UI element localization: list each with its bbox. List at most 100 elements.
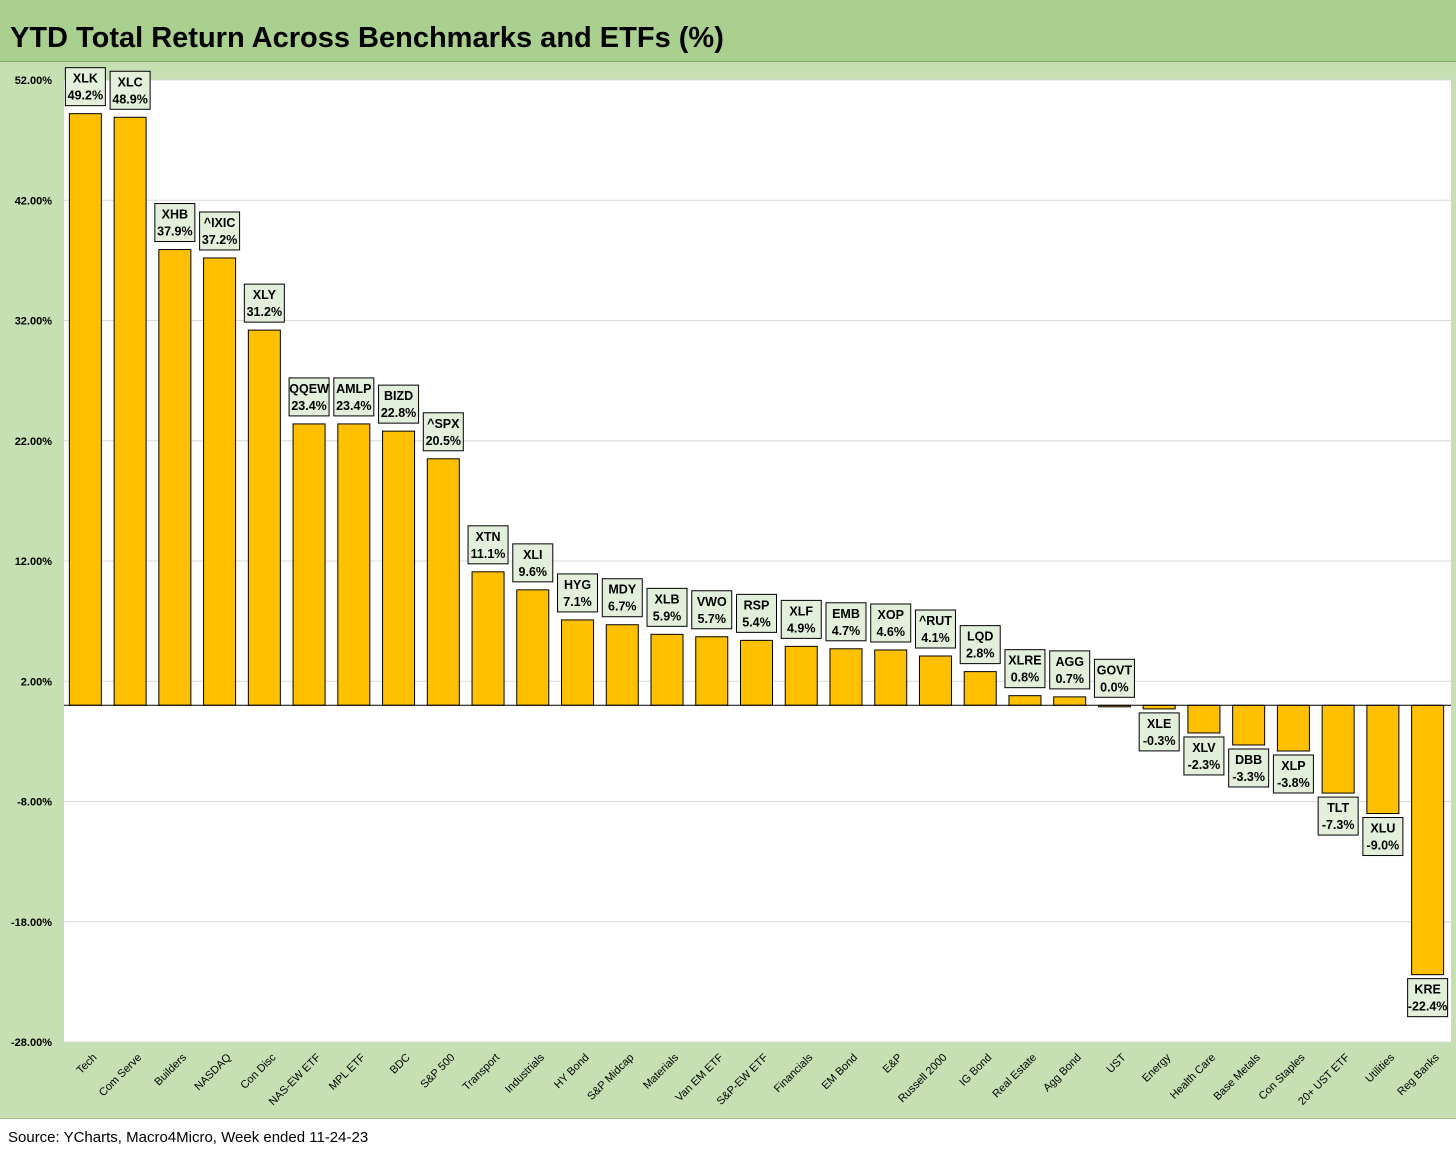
data-label-box <box>512 543 554 583</box>
data-label-ticker: DBB <box>1235 753 1262 767</box>
data-label: XHB 37.9% <box>154 203 196 243</box>
x-tick-label: Agg Bond <box>1041 1052 1084 1095</box>
data-label-box <box>467 525 509 565</box>
bar <box>337 423 371 706</box>
data-label: TLT -7.3% <box>1317 796 1359 836</box>
y-tick-label: 32.00% <box>15 316 53 328</box>
data-label: QQEW 23.4% <box>288 377 330 417</box>
x-tick-label: Con Disc <box>238 1051 278 1091</box>
x-tick-label: EM Bond <box>820 1052 860 1092</box>
data-label-box <box>870 603 912 643</box>
x-tick-label: E&P <box>881 1052 905 1076</box>
data-label-ticker: AMLP <box>336 382 371 396</box>
y-tick-label: 12.00% <box>15 556 53 568</box>
bar <box>292 423 326 706</box>
data-label-value: 11.1% <box>471 547 506 561</box>
x-tick-label: Com Serve <box>97 1052 144 1099</box>
data-label-ticker: XLV <box>1192 741 1216 755</box>
data-label-value: 5.4% <box>742 615 771 629</box>
data-label: KRE -22.4% <box>1407 978 1449 1018</box>
data-label-ticker: QQEW <box>289 382 329 396</box>
data-label: XLE -0.3% <box>1138 712 1180 752</box>
data-label-ticker: XLY <box>253 288 277 302</box>
x-tick-label: BDC <box>388 1052 413 1077</box>
data-labels: XLK 49.2% XLC 48.9% XHB 37.9% ^IXIC 37.2% XLY 31.… <box>64 67 1449 1018</box>
x-tick-label: Reg Banks <box>1395 1051 1442 1098</box>
data-label-box <box>64 67 106 107</box>
data-label-box <box>1049 650 1091 690</box>
bar <box>695 636 729 706</box>
data-label-ticker: TLT <box>1327 801 1349 815</box>
data-label-ticker: AGG <box>1055 655 1083 669</box>
source-note: Source: YCharts, Macro4Micro, Week ended… <box>8 1129 369 1146</box>
y-tick-label: 22.00% <box>15 436 53 448</box>
data-label-ticker: EMB <box>832 607 860 621</box>
data-label-box <box>601 578 643 618</box>
data-label-ticker: VWO <box>697 595 727 609</box>
data-label-value: 7.1% <box>563 595 592 609</box>
data-label-box <box>825 602 867 642</box>
x-tick-label: Base Metals <box>1211 1051 1263 1103</box>
x-tick-label: IG Bond <box>957 1052 994 1089</box>
bar <box>650 633 684 706</box>
data-label: XLI 9.6% <box>512 543 554 583</box>
data-label-box <box>1407 978 1449 1018</box>
bar-chart: 52.00% 42.00% 32.00% 22.00% 12.00% 2.00% -8.00… <box>11 67 1451 1108</box>
data-label-value: -2.3% <box>1188 758 1221 772</box>
bar <box>516 589 550 706</box>
data-label-value: 2.8% <box>966 647 995 661</box>
bar <box>829 648 863 706</box>
title-bar: YTD Total Return Across Benchmarks and E… <box>0 0 1456 62</box>
x-tick-label: Transport <box>461 1052 502 1093</box>
data-label: AGG 0.7% <box>1049 650 1091 690</box>
data-label-ticker: XLRE <box>1008 654 1041 668</box>
data-label-box <box>199 211 241 251</box>
data-label-ticker: XLI <box>523 548 542 562</box>
data-label-box <box>914 609 956 649</box>
bar <box>605 624 639 706</box>
data-label-value: 37.9% <box>157 225 192 239</box>
y-tick-label: -8.00% <box>17 797 52 809</box>
bar <box>1276 704 1310 752</box>
data-label-ticker: XHB <box>162 208 188 222</box>
x-tick-label: Builders <box>152 1051 189 1088</box>
data-label-box <box>1317 796 1359 836</box>
data-label-ticker: MDY <box>608 583 636 597</box>
x-tick-label: S&P Midcap <box>585 1052 636 1103</box>
data-label: BIZD 22.8% <box>378 384 420 424</box>
data-label-ticker: XLE <box>1147 717 1171 731</box>
y-tick-label: 52.00% <box>15 75 53 87</box>
bar <box>1366 704 1400 815</box>
bar <box>1232 704 1266 746</box>
data-label-box <box>1362 817 1404 857</box>
data-label-box <box>1093 658 1135 698</box>
data-label-value: 49.2% <box>68 89 103 103</box>
data-label-value: -9.0% <box>1367 839 1400 853</box>
x-tick-label: UST <box>1105 1051 1129 1075</box>
data-label: RSP 5.4% <box>736 593 777 633</box>
data-label-value: 4.1% <box>921 631 950 645</box>
chart-title: YTD Total Return Across Benchmarks and E… <box>10 22 724 54</box>
data-label-value: 0.7% <box>1055 672 1084 686</box>
bar <box>1187 704 1221 734</box>
data-label-value: -0.3% <box>1143 734 1176 748</box>
x-tick-label: MPL ETF <box>327 1051 368 1092</box>
data-label-box <box>333 377 375 417</box>
data-label-box <box>378 384 420 424</box>
bars <box>68 113 1445 976</box>
data-label-ticker: XLK <box>73 72 98 86</box>
data-label-ticker: ^IXIC <box>204 216 236 230</box>
bar <box>1411 704 1445 976</box>
bar <box>784 645 818 706</box>
bar <box>1321 704 1355 794</box>
data-label: XLB 5.9% <box>646 587 688 627</box>
data-label-ticker: XLB <box>655 592 680 606</box>
data-label: XLF 4.9% <box>780 599 822 639</box>
data-label-ticker: KRE <box>1414 983 1440 997</box>
data-label: XLU -9.0% <box>1362 817 1404 857</box>
x-tick-label: Real Estate <box>990 1052 1039 1101</box>
y-tick-label: 2.00% <box>21 676 52 688</box>
data-label-value: 48.9% <box>112 92 147 106</box>
data-label-value: 5.7% <box>698 612 727 626</box>
